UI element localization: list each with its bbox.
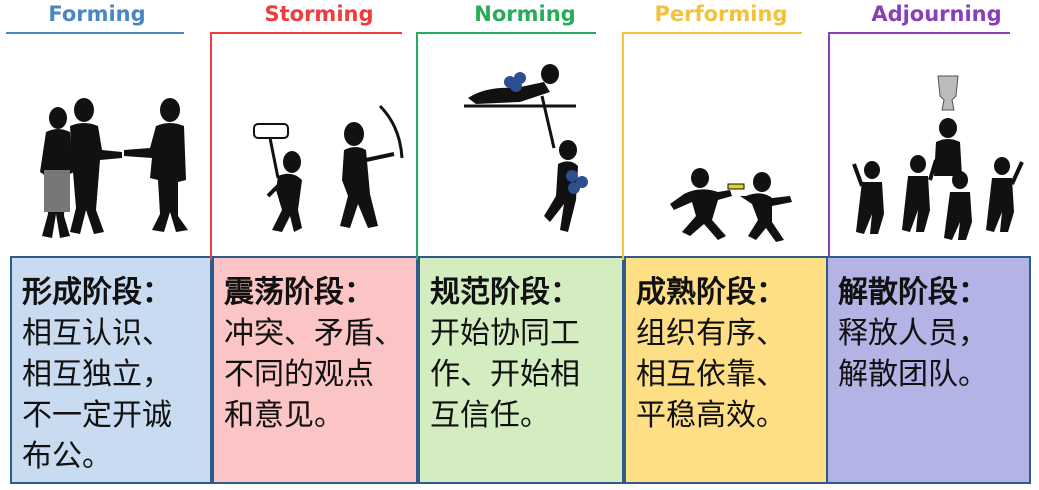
stage-text-line: 相互认识、 <box>22 316 172 351</box>
stage-text-line: 不同的观点 <box>224 357 374 392</box>
handshake-figures-illustration <box>40 98 188 238</box>
climbing-figures-illustration <box>464 64 588 232</box>
stage-text-line: 相互独立， <box>22 357 172 392</box>
stage-text-line: 不一定开诚 <box>22 398 172 433</box>
stage-text-line: 和意见。 <box>224 398 344 433</box>
stage-text-line: 解散团队。 <box>838 357 988 392</box>
stage-text-line: 作、开始相 <box>430 357 580 392</box>
stage-heading: 震荡阶段： <box>224 275 374 310</box>
stage-storming: Storming 震荡阶段： 冲突、矛盾、 不同的观点 和意见。 <box>210 0 418 490</box>
stage-title-forming: Forming <box>48 2 146 26</box>
stage-text-line: 冲突、矛盾、 <box>224 316 404 351</box>
stage-title-adjourning: Adjourning <box>871 2 1002 26</box>
stage-text-line: 互信任。 <box>430 398 550 433</box>
stage-frame-storming <box>210 32 402 260</box>
stage-card-norming: 规范阶段： 开始协同工 作、开始相 互信任。 <box>418 256 624 484</box>
stage-norming: Norming 规范阶段： 开始协同工 作、开始相 互信任。 <box>416 0 624 490</box>
stage-text-line: 相互依靠、 <box>636 357 786 392</box>
stage-card-storming: 震荡阶段： 冲突、矛盾、 不同的观点 和意见。 <box>212 256 418 484</box>
stage-adjourning: Adjourning 解散阶段： 释放人员， 解散团队。 <box>826 0 1039 490</box>
stage-text-line: 组织有序、 <box>636 316 786 351</box>
stage-heading: 规范阶段： <box>430 275 580 310</box>
stage-frame-norming <box>416 32 596 260</box>
stage-forming: Forming 形成阶段： 相互认识、 相互独立， 不一定开诚 布公。 <box>0 0 212 490</box>
conflict-figures-illustration <box>253 104 404 232</box>
stage-text-line: 平稳高效。 <box>636 398 786 433</box>
stage-title-norming: Norming <box>474 2 576 26</box>
stage-heading: 成熟阶段： <box>636 275 786 310</box>
stage-heading: 解散阶段： <box>838 275 988 310</box>
stage-text-line: 释放人员， <box>838 316 988 351</box>
stage-card-adjourning: 解散阶段： 释放人员， 解散团队。 <box>826 256 1031 484</box>
stage-title-performing: Performing <box>654 2 788 26</box>
celebration-figures-illustration <box>852 75 1024 240</box>
stage-text-line: 开始协同工 <box>430 316 580 351</box>
stage-performing: Performing 成熟阶段： 组织有序、 相互依靠、 平稳高效。 <box>622 0 828 490</box>
stage-heading: 形成阶段： <box>22 275 172 310</box>
stage-frame-adjourning <box>828 32 1010 260</box>
stage-text-line: 布公。 <box>22 439 112 474</box>
stage-card-performing: 成熟阶段： 组织有序、 相互依靠、 平稳高效。 <box>624 256 828 484</box>
relay-runners-illustration <box>670 168 792 242</box>
stage-frame-forming <box>6 32 184 260</box>
stage-frame-performing <box>622 32 802 260</box>
stage-title-storming: Storming <box>264 2 374 26</box>
stage-card-forming: 形成阶段： 相互认识、 相互独立， 不一定开诚 布公。 <box>10 256 212 484</box>
